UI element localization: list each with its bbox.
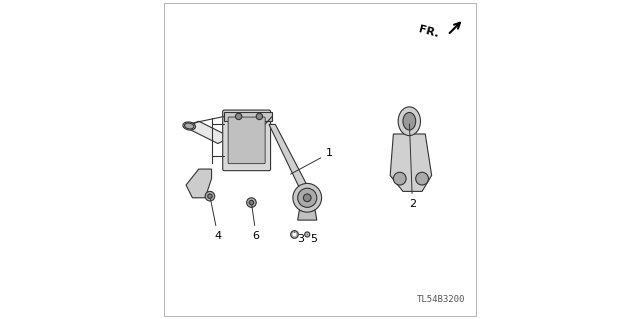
FancyBboxPatch shape bbox=[223, 110, 271, 171]
Text: 2: 2 bbox=[409, 124, 416, 209]
Text: TL54B3200: TL54B3200 bbox=[417, 295, 465, 304]
Text: 6: 6 bbox=[252, 205, 260, 241]
Ellipse shape bbox=[403, 113, 416, 130]
Circle shape bbox=[394, 172, 406, 185]
Circle shape bbox=[416, 172, 428, 185]
Circle shape bbox=[236, 113, 242, 120]
Circle shape bbox=[249, 200, 253, 205]
Text: 1: 1 bbox=[291, 148, 333, 174]
Polygon shape bbox=[298, 211, 317, 220]
Circle shape bbox=[208, 194, 212, 198]
Polygon shape bbox=[224, 112, 272, 121]
Polygon shape bbox=[390, 134, 431, 191]
Circle shape bbox=[256, 113, 262, 120]
Polygon shape bbox=[186, 169, 212, 198]
FancyBboxPatch shape bbox=[228, 117, 265, 164]
Text: 4: 4 bbox=[211, 199, 221, 241]
Text: FR.: FR. bbox=[417, 25, 440, 39]
Ellipse shape bbox=[398, 107, 420, 136]
Ellipse shape bbox=[184, 123, 194, 129]
Text: 5: 5 bbox=[307, 234, 317, 244]
Polygon shape bbox=[269, 124, 314, 204]
Polygon shape bbox=[186, 121, 230, 144]
Circle shape bbox=[303, 194, 311, 202]
Circle shape bbox=[298, 188, 317, 207]
Text: 3: 3 bbox=[294, 232, 305, 244]
Circle shape bbox=[205, 191, 215, 201]
Circle shape bbox=[305, 232, 310, 237]
Circle shape bbox=[246, 198, 256, 207]
Circle shape bbox=[291, 231, 298, 238]
Ellipse shape bbox=[183, 122, 196, 130]
Circle shape bbox=[292, 233, 296, 236]
Circle shape bbox=[293, 183, 321, 212]
